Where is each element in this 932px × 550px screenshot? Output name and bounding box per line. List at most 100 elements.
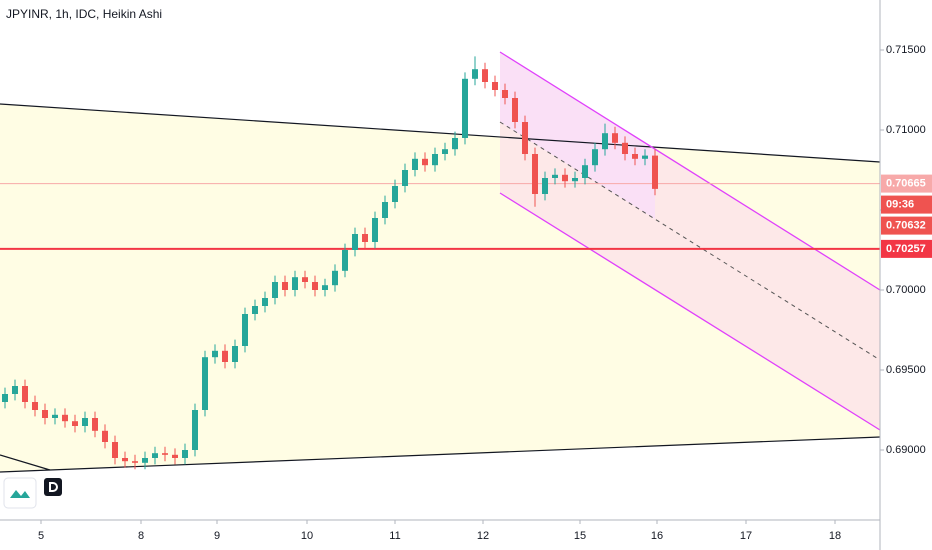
- x-tick-label: 17: [740, 530, 752, 542]
- dividend-icon: [49, 482, 58, 492]
- candle-body: [92, 418, 98, 431]
- candle-body: [582, 165, 588, 178]
- candle-body: [112, 442, 118, 458]
- candle-body: [152, 453, 158, 458]
- y-tick-label: 0.69500: [886, 364, 926, 376]
- candle-body: [32, 402, 38, 410]
- price-line-label-box: [881, 239, 932, 258]
- candle-body: [132, 461, 138, 463]
- candle-body: [482, 69, 488, 82]
- price-line-label: 0.70665: [886, 178, 926, 190]
- countdown-label-box: [881, 195, 932, 214]
- candle-body: [192, 410, 198, 450]
- candle-body: [172, 454, 178, 458]
- candle-body: [562, 174, 568, 182]
- candle-body: [492, 82, 498, 90]
- candle-body: [232, 346, 238, 362]
- x-tick-label: 16: [651, 530, 663, 542]
- candle-body: [602, 133, 608, 150]
- chart-title: JPYINR, 1h, IDC, Heikin Ashi: [6, 7, 162, 21]
- x-tick-label: 11: [389, 530, 400, 542]
- candle-body: [102, 430, 108, 442]
- dividend-badge[interactable]: [44, 478, 62, 496]
- candle-body: [452, 138, 458, 150]
- candle-body: [542, 178, 548, 194]
- candle-body: [472, 69, 478, 79]
- candle-body: [322, 285, 328, 290]
- candle-body: [22, 386, 28, 402]
- candle-body: [572, 178, 578, 182]
- channel-upper-fill: [500, 52, 655, 219]
- trend-line: [0, 454, 51, 471]
- candle-body: [552, 174, 558, 178]
- candle-body: [392, 186, 398, 202]
- trend-line: [0, 436, 881, 473]
- x-tick-label: 10: [301, 530, 313, 542]
- candle-body: [342, 250, 348, 271]
- candle-body: [52, 414, 58, 418]
- candle-body: [72, 421, 78, 426]
- candle-body: [262, 298, 268, 306]
- candle-body: [522, 122, 528, 154]
- candle-body: [372, 218, 378, 242]
- candle-body: [122, 458, 128, 462]
- candle-body: [212, 350, 218, 358]
- x-tick-label: 5: [38, 530, 44, 542]
- candle-body: [82, 418, 88, 426]
- x-tick-label: 9: [214, 530, 220, 542]
- channel-line: [499, 192, 881, 431]
- x-tick-label: 15: [574, 530, 586, 542]
- x-tick-label: 18: [829, 530, 841, 542]
- candle-body: [142, 458, 148, 463]
- countdown-label: 09:36: [886, 199, 914, 211]
- last-price-label-box: [881, 216, 932, 235]
- candle-body: [402, 170, 408, 186]
- candle-body: [332, 270, 338, 286]
- candle-body: [502, 90, 508, 98]
- price-line-label-box: [881, 174, 932, 193]
- candle-body: [592, 149, 598, 166]
- candle-body: [282, 282, 288, 290]
- candle-body: [12, 386, 18, 394]
- candle-body: [62, 414, 68, 422]
- candle-body: [462, 78, 468, 138]
- candle-body: [312, 282, 318, 290]
- candle-body: [652, 155, 658, 189]
- channel-mid-line: [499, 121, 881, 361]
- candle-body: [432, 154, 438, 166]
- candle-body: [302, 277, 308, 282]
- candle-body: [512, 98, 518, 122]
- candle-body: [642, 155, 648, 159]
- logo[interactable]: [3, 477, 37, 509]
- candle-body: [272, 282, 278, 298]
- axes: 0.690000.695000.700000.705000.710000.715…: [38, 44, 932, 542]
- candle-body: [2, 394, 8, 402]
- candle-body: [292, 277, 298, 290]
- candle-body: [182, 450, 188, 458]
- candle-body: [242, 314, 248, 346]
- candle-body: [412, 158, 418, 170]
- price-line-label: 0.70257: [886, 243, 926, 255]
- y-tick-label: 0.69000: [886, 444, 926, 456]
- candle-body: [632, 154, 638, 159]
- candle-body: [442, 149, 448, 154]
- y-tick-label: 0.70000: [886, 284, 926, 296]
- y-tick-label: 0.71000: [886, 124, 926, 136]
- candle-body: [162, 453, 168, 455]
- candle-body: [352, 234, 358, 250]
- y-tick-label: 0.71500: [886, 44, 926, 56]
- candle-body: [252, 306, 258, 314]
- candle-body: [532, 154, 538, 194]
- x-tick-label: 12: [477, 530, 489, 542]
- candle-body: [42, 410, 48, 418]
- channel-line: [499, 51, 881, 291]
- logo-icon: [10, 490, 30, 498]
- candle-body: [622, 142, 628, 154]
- candle-body: [222, 350, 228, 362]
- candle-body: [612, 133, 618, 143]
- candle-body: [382, 202, 388, 218]
- candle-body: [362, 234, 368, 242]
- last-price-label: 0.70632: [886, 220, 926, 232]
- candles: [0, 56, 880, 470]
